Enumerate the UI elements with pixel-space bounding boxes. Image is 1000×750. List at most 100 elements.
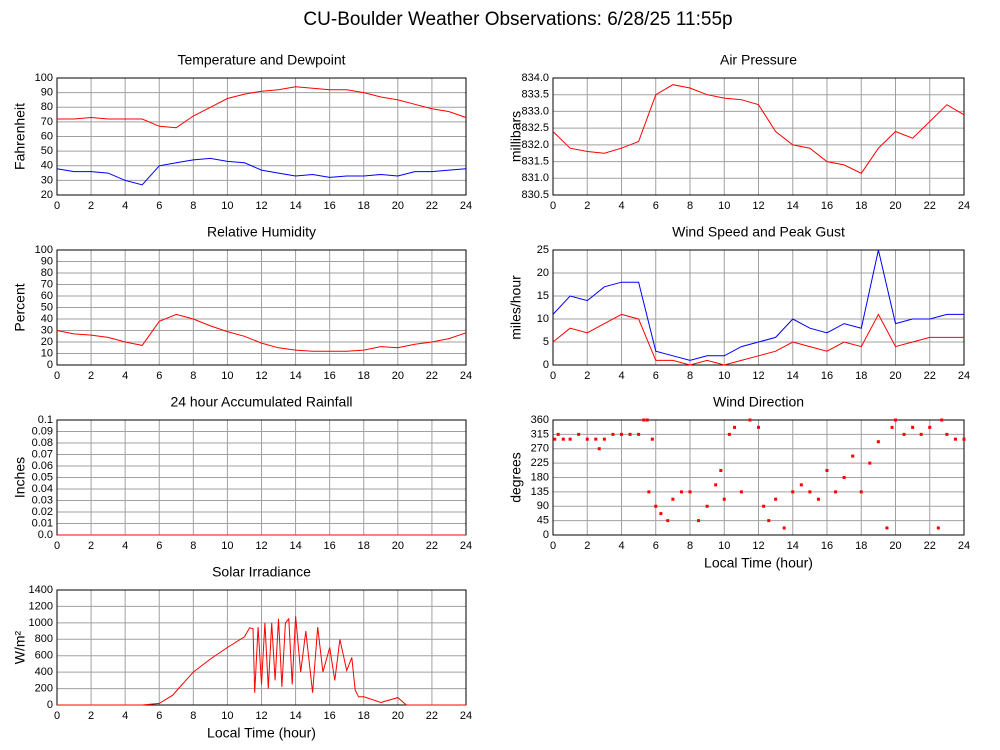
point bbox=[650, 437, 654, 441]
x-tick-label: 22 bbox=[924, 200, 936, 212]
x-tick-label: 18 bbox=[358, 710, 370, 722]
point bbox=[767, 519, 771, 523]
plot-frame bbox=[56, 249, 467, 366]
point bbox=[739, 490, 743, 494]
point bbox=[748, 418, 752, 422]
y-tick-label: 80 bbox=[41, 101, 53, 113]
y-tick-label: 0.06 bbox=[32, 460, 53, 472]
y-tick-label: 0.03 bbox=[32, 494, 53, 506]
y-tick-label: 834.0 bbox=[521, 72, 549, 84]
point bbox=[757, 425, 760, 429]
x-tick-label: 10 bbox=[718, 370, 730, 382]
y-tick-label: 315 bbox=[531, 428, 549, 440]
chart-title: Air Pressure bbox=[720, 52, 797, 68]
point bbox=[799, 483, 803, 487]
y-tick-label: 832.5 bbox=[521, 122, 549, 134]
y-tick-label: 70 bbox=[41, 116, 53, 128]
x-tick-label: 0 bbox=[54, 200, 60, 212]
point bbox=[894, 418, 897, 422]
x-tick-label: 0 bbox=[550, 370, 556, 382]
series-line bbox=[552, 313, 964, 366]
y-tick-label: 30 bbox=[41, 174, 53, 186]
x-tick-label: 4 bbox=[618, 370, 624, 382]
point bbox=[825, 468, 829, 472]
point bbox=[679, 490, 683, 494]
y-tick-label: 0 bbox=[47, 359, 53, 371]
y-axis-label: Fahrenheit bbox=[12, 103, 28, 170]
point bbox=[816, 497, 820, 501]
x-tick-label: 4 bbox=[618, 540, 624, 552]
point bbox=[953, 437, 957, 441]
x-tick-label: 16 bbox=[324, 540, 336, 552]
y-axis-label: miles/hour bbox=[508, 275, 524, 340]
point bbox=[842, 476, 846, 479]
x-tick-label: 22 bbox=[426, 710, 438, 722]
x-tick-label: 12 bbox=[255, 370, 267, 382]
x-tick-label: 10 bbox=[221, 370, 233, 382]
plot-frame bbox=[552, 249, 965, 366]
x-tick-label: 14 bbox=[289, 710, 301, 722]
y-axis-label: Inches bbox=[12, 457, 28, 498]
y-tick-label: 0.08 bbox=[32, 437, 53, 449]
x-tick-label: 8 bbox=[190, 710, 196, 722]
point bbox=[714, 483, 718, 487]
x-tick-label: 4 bbox=[122, 540, 128, 552]
point bbox=[594, 437, 598, 441]
y-axis-label: W/m² bbox=[12, 630, 28, 664]
y-tick-label: 60 bbox=[41, 130, 53, 142]
x-tick-label: 16 bbox=[821, 370, 833, 382]
y-tick-label: 0 bbox=[543, 359, 549, 371]
y-tick-label: 0.04 bbox=[32, 483, 53, 495]
point bbox=[940, 418, 944, 422]
point bbox=[885, 526, 889, 530]
x-tick-label: 14 bbox=[289, 200, 301, 212]
x-tick-label: 12 bbox=[255, 710, 267, 722]
y-tick-label: 0.05 bbox=[32, 471, 53, 483]
x-tick-label: 16 bbox=[324, 710, 336, 722]
y-tick-label: 0.09 bbox=[32, 425, 53, 437]
point bbox=[859, 490, 863, 494]
point bbox=[902, 432, 906, 436]
point bbox=[620, 432, 623, 436]
x-tick-label: 0 bbox=[54, 540, 60, 552]
y-tick-label: 832.0 bbox=[521, 139, 549, 151]
x-tick-label: 2 bbox=[88, 200, 94, 212]
x-tick-label: 12 bbox=[255, 540, 267, 552]
x-tick-label: 8 bbox=[687, 540, 693, 552]
point bbox=[688, 490, 692, 494]
x-axis-label: Local Time (hour) bbox=[704, 555, 813, 571]
x-tick-label: 14 bbox=[787, 540, 799, 552]
series-line bbox=[57, 86, 467, 129]
x-tick-label: 24 bbox=[958, 200, 970, 212]
point bbox=[671, 497, 675, 501]
x-tick-label: 24 bbox=[460, 710, 472, 722]
point bbox=[666, 519, 670, 523]
chart-title: 24 hour Accumulated Rainfall bbox=[170, 394, 352, 410]
point bbox=[577, 432, 581, 436]
y-tick-label: 40 bbox=[41, 313, 53, 325]
x-tick-label: 24 bbox=[958, 370, 970, 382]
y-tick-label: 30 bbox=[41, 324, 53, 336]
chart-title: Wind Speed and Peak Gust bbox=[672, 224, 845, 240]
y-tick-label: 10 bbox=[41, 347, 53, 359]
y-tick-label: 45 bbox=[537, 515, 549, 527]
x-tick-label: 24 bbox=[460, 540, 472, 552]
x-tick-label: 2 bbox=[88, 370, 94, 382]
x-tick-label: 14 bbox=[289, 540, 301, 552]
point bbox=[642, 418, 646, 422]
point bbox=[919, 432, 923, 436]
x-tick-label: 4 bbox=[122, 370, 128, 382]
x-tick-label: 8 bbox=[687, 370, 693, 382]
point bbox=[705, 504, 709, 508]
y-tick-label: 135 bbox=[531, 486, 549, 498]
y-tick-label: 0 bbox=[47, 699, 53, 711]
y-tick-label: 0.07 bbox=[32, 448, 53, 460]
x-tick-label: 20 bbox=[392, 200, 404, 212]
y-tick-label: 1400 bbox=[29, 584, 53, 596]
y-tick-label: 200 bbox=[35, 682, 53, 694]
point bbox=[876, 440, 880, 444]
y-tick-label: 400 bbox=[35, 666, 53, 678]
y-tick-label: 25 bbox=[537, 244, 549, 256]
x-tick-label: 18 bbox=[855, 200, 867, 212]
x-tick-label: 20 bbox=[392, 540, 404, 552]
